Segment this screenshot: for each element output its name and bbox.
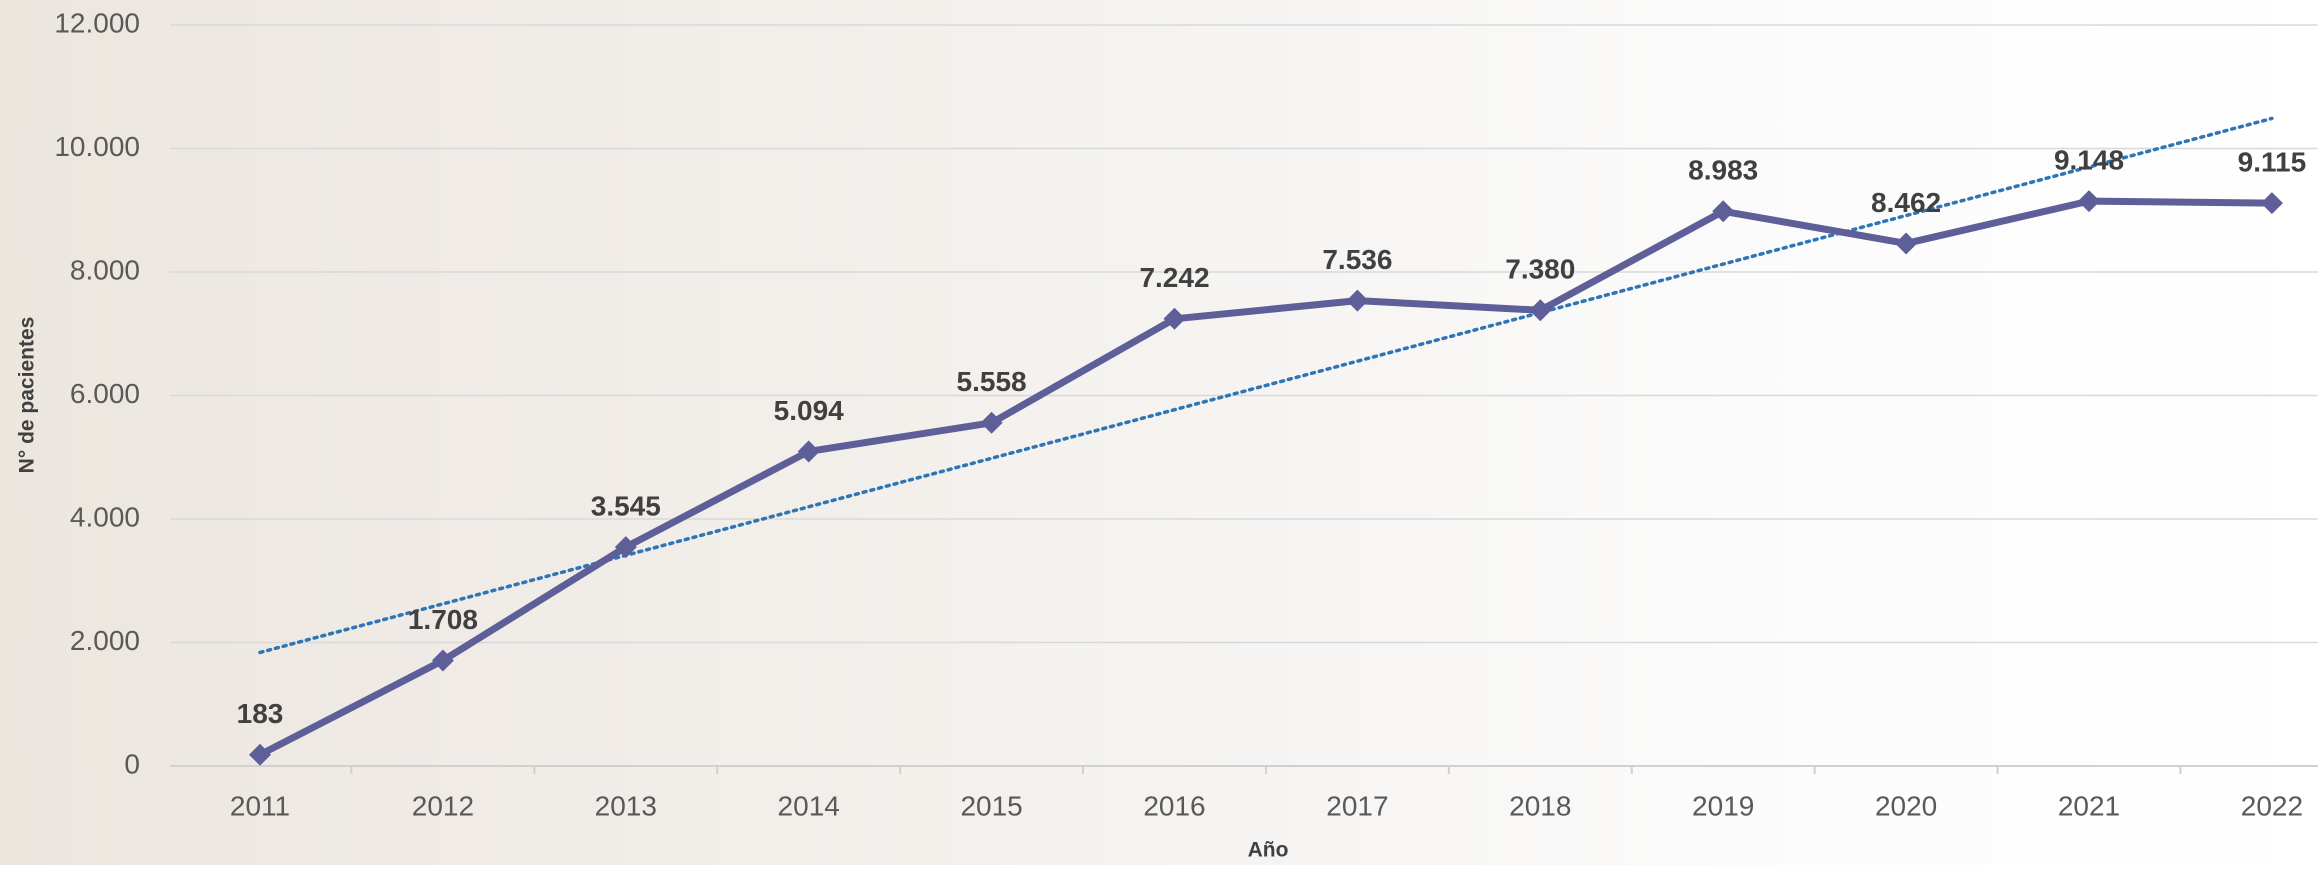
x-tick-label: 2019 — [1692, 790, 1754, 821]
x-tick-label: 2022 — [2241, 790, 2303, 821]
chart: Año N° de pacientes 0 2.000 4.000 6.000 8.00… — [0, 0, 2318, 865]
page: {"chart_data": {"type": "line", "x_label… — [0, 0, 2318, 865]
x-tick-label: 2012 — [412, 790, 474, 821]
data-label: 7.242 — [1139, 262, 1209, 293]
background — [0, 0, 2318, 865]
y-tick-label: 4.000 — [70, 501, 140, 532]
x-tick-label: 2021 — [2058, 790, 2120, 821]
y-tick-label: 0 — [124, 748, 140, 779]
data-label: 8.462 — [1871, 187, 1941, 218]
data-label: 7.536 — [1322, 244, 1392, 275]
x-tick-label: 2014 — [778, 790, 840, 821]
x-axis-title: Año — [1248, 839, 1289, 862]
data-label: 5.558 — [957, 366, 1027, 397]
x-tick-label: 2013 — [595, 790, 657, 821]
data-label: 183 — [237, 698, 284, 729]
x-tick-label: 2011 — [230, 790, 290, 821]
x-tick-label: 2017 — [1326, 790, 1388, 821]
data-label: 7.380 — [1505, 254, 1575, 285]
data-label: 3.545 — [591, 490, 661, 521]
y-tick-label: 2.000 — [70, 625, 140, 656]
y-axis-title: N° de pacientes — [16, 317, 39, 474]
x-tick-label: 2018 — [1509, 790, 1571, 821]
y-tick-label: 6.000 — [70, 378, 140, 409]
x-tick-label: 2020 — [1875, 790, 1937, 821]
data-label: 9.115 — [2238, 147, 2307, 178]
y-tick-label: 10.000 — [54, 131, 140, 162]
data-label: 5.094 — [774, 395, 844, 426]
data-label: 9.148 — [2054, 145, 2124, 176]
y-tick-label: 8.000 — [70, 254, 140, 285]
x-tick-label: 2015 — [960, 790, 1022, 821]
y-tick-label: 12.000 — [54, 7, 140, 38]
data-label: 1.708 — [408, 604, 478, 635]
x-tick-label: 2016 — [1143, 790, 1205, 821]
data-label: 8.983 — [1688, 155, 1758, 186]
